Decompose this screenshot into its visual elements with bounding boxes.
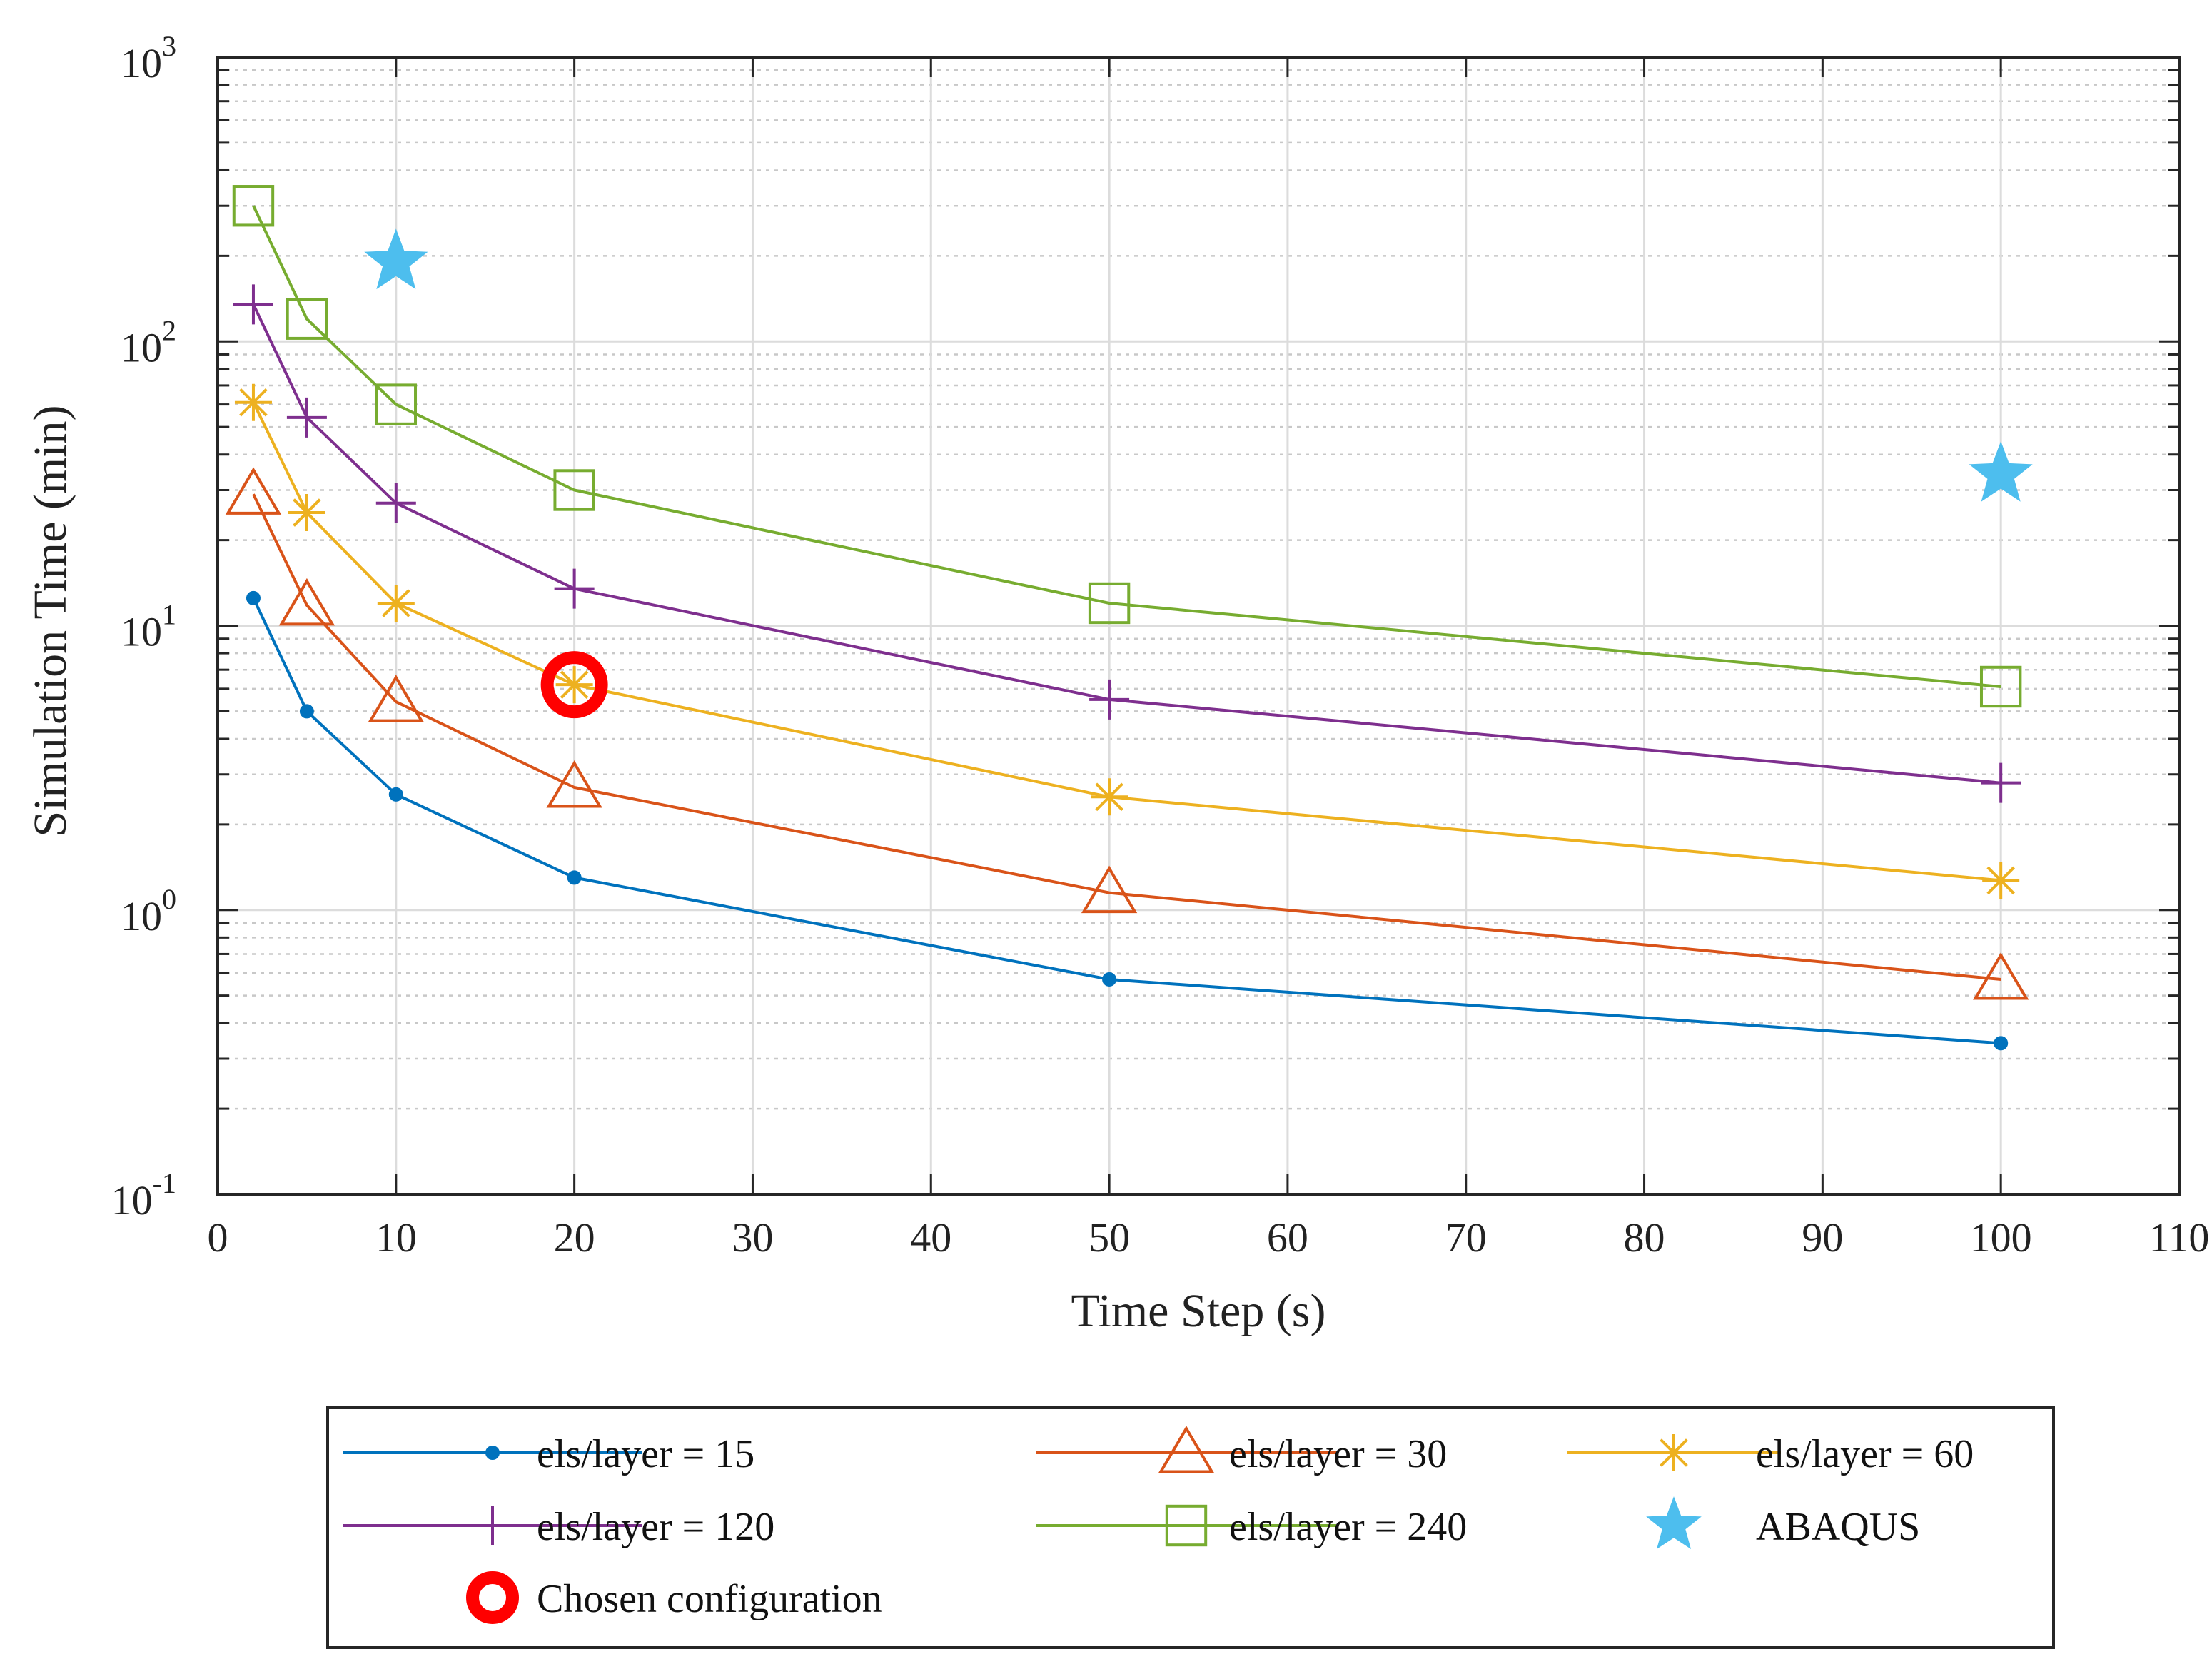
point-els-layer-30 [1081,865,1138,914]
x-tick-label: 90 [1802,1214,1843,1261]
point-els-layer-60 [288,494,325,532]
series-lines [252,205,2001,1045]
point-els-layer-30 [546,760,602,808]
series-line-els-layer-240 [252,205,2001,688]
point-els-layer-15 [246,590,261,605]
point-els-layer-60 [1982,862,2020,899]
y-tick-label: 100 [121,883,176,939]
series-line-els-layer-60 [252,401,2001,882]
point-els-layer-30 [225,467,282,515]
legend-marker-els-layer-15 [485,1446,500,1460]
point-chosen-configuration [540,651,608,719]
legend-marker-els-layer-120 [473,1506,512,1545]
point-els-layer-120 [286,397,327,438]
grid [216,56,2181,1196]
y-tick-label: 102 [121,314,176,370]
legend-label-els-layer-60: els/layer = 60 [1756,1432,1974,1476]
y-tick-label: 10-1 [111,1167,176,1224]
series-line-els-layer-15 [252,597,2001,1045]
y-tick-label: 101 [121,599,176,655]
point-els-layer-120 [1089,679,1130,720]
y-tick-label: 103 [121,30,176,86]
legend-marker-els-layer-30 [1158,1426,1215,1473]
series-line-els-layer-120 [252,303,2001,785]
point-els-layer-240 [375,383,418,425]
x-tick-label: 110 [2149,1214,2210,1261]
point-els-layer-60 [234,383,272,421]
point-els-layer-240 [1088,582,1131,625]
point-abaqus [364,228,428,290]
point-els-layer-15 [1994,1036,2009,1051]
legend-marker-chosen-configuration [466,1571,519,1624]
x-tick-label: 30 [732,1214,773,1261]
point-els-layer-30 [278,578,335,626]
x-tick-label: 60 [1267,1214,1308,1261]
x-tick-label: 40 [910,1214,951,1261]
point-els-layer-60 [555,666,593,704]
point-els-layer-120 [554,568,595,609]
x-tick-label: 70 [1445,1214,1487,1261]
point-els-layer-30 [368,675,425,722]
x-tick-label: 80 [1624,1214,1665,1261]
x-tick-labels: 0 10 20 30 40 50 60 70 80 90 100 110 [208,1214,2210,1261]
x-tick-label: 20 [554,1214,595,1261]
x-tick-label: 0 [208,1214,228,1261]
x-axis-label: Time Step (s) [1071,1285,1326,1337]
legend-items: els/layer = 15 els/layer = 30 els/layer = … [343,1426,1974,1624]
legend-box [326,1406,2055,1649]
point-els-layer-60 [1091,778,1128,816]
point-els-layer-15 [1102,972,1117,987]
x-tick-label: 50 [1089,1214,1130,1261]
point-els-layer-15 [388,787,403,802]
point-els-layer-15 [567,870,582,885]
x-tick-label: 10 [375,1214,417,1261]
point-els-layer-120 [375,483,416,523]
ticks [216,56,2181,1196]
series-markers [225,185,2033,1051]
point-els-layer-240 [232,185,275,227]
legend-marker-abaqus [1646,1496,1702,1549]
point-els-layer-60 [377,584,415,622]
point-els-layer-240 [1979,665,2022,708]
y-tick-labels: 10-1 100 101 102 103 [111,30,176,1224]
x-tick-label: 100 [1970,1214,2032,1261]
legend-marker-els-layer-60 [1655,1434,1692,1471]
point-els-layer-120 [1981,762,2021,803]
point-els-layer-15 [299,704,314,719]
legend-marker-els-layer-240 [1165,1504,1208,1547]
point-abaqus [1969,440,2033,502]
point-els-layer-240 [553,469,595,511]
legend-label-els-layer-240: els/layer = 240 [1229,1505,1467,1549]
point-els-layer-120 [233,284,273,325]
legend-label-els-layer-120: els/layer = 120 [537,1505,774,1549]
legend: els/layer = 15 els/layer = 30 els/layer = … [326,1406,2055,1649]
point-els-layer-30 [1972,952,2029,1000]
legend-label-els-layer-15: els/layer = 15 [537,1432,754,1476]
legend-label-abaqus: ABAQUS [1756,1505,1920,1549]
point-els-layer-240 [286,298,328,340]
legend-label-els-layer-30: els/layer = 30 [1229,1432,1447,1476]
y-axis-label: Simulation Time (min) [24,405,76,837]
series-line-els-layer-30 [252,493,2001,981]
legend-label-chosen-configuration: Chosen configuration [537,1577,882,1621]
